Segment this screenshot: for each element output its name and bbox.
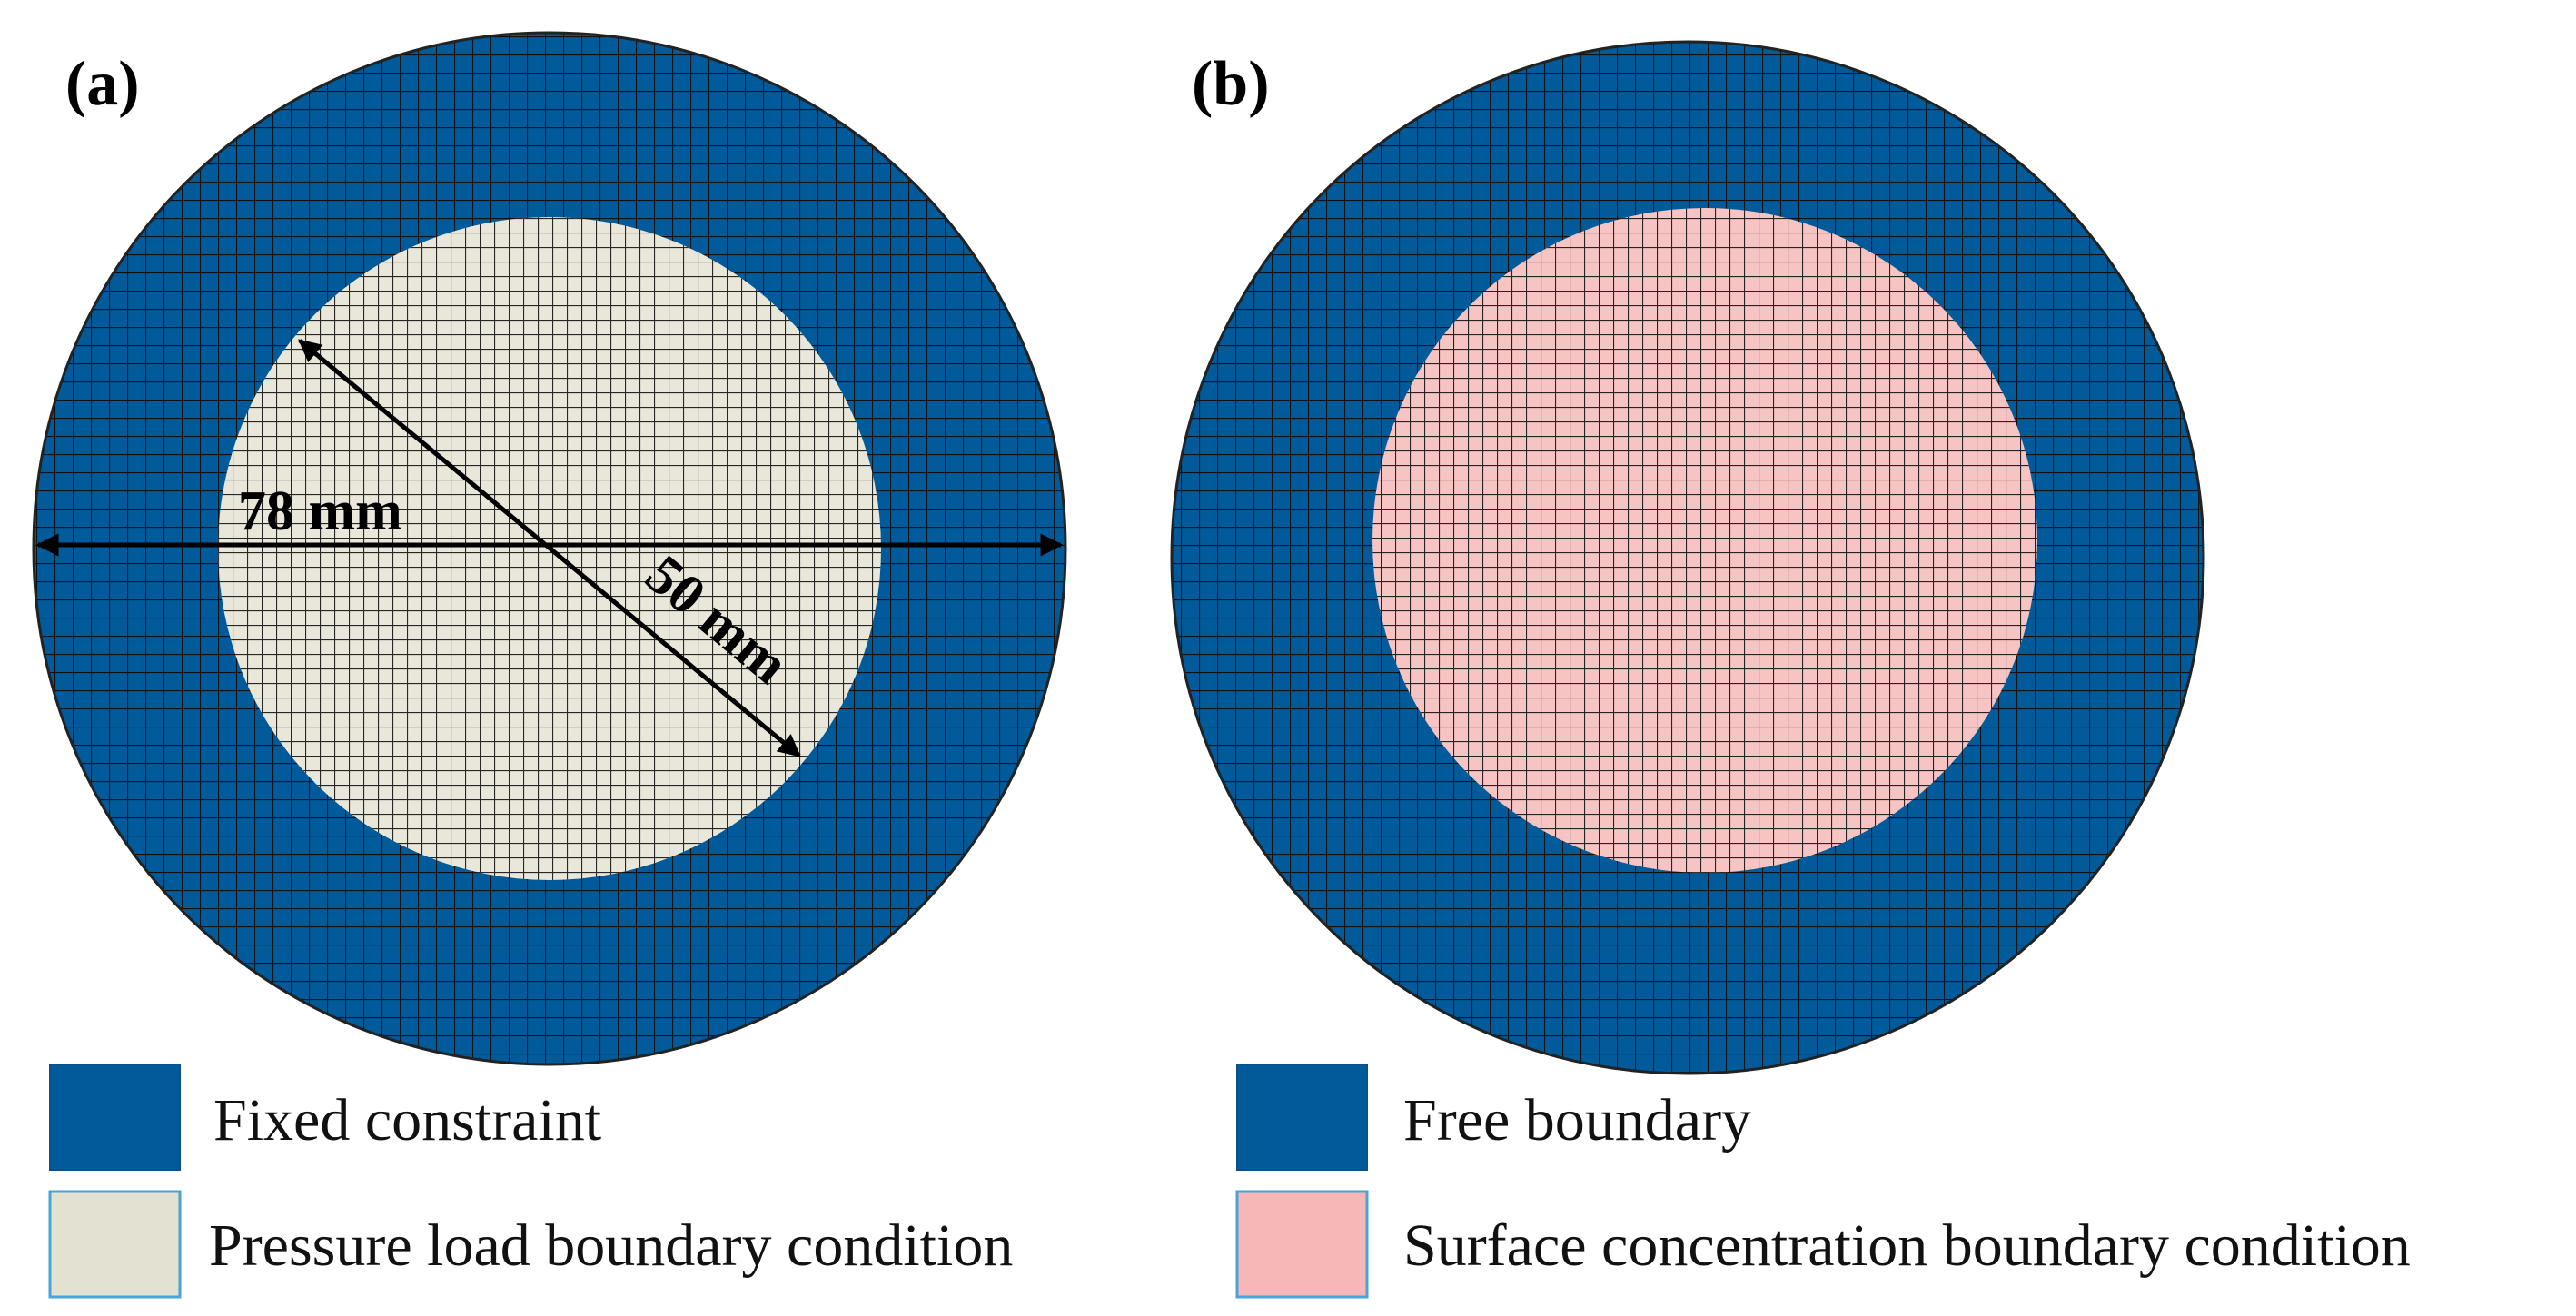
legend-swatch-pressure-load <box>48 1190 182 1299</box>
legend-b: Free boundary Surface concentration boun… <box>1235 1064 2411 1299</box>
panel-a-label: (a) <box>65 49 140 119</box>
inner-diameter-arrow <box>298 339 801 757</box>
legend-swatch-surface-concentration <box>1235 1190 1369 1299</box>
panel-a: (a) 78 mm 50 mm <box>32 31 1067 1066</box>
legend-label-free-boundary: Free boundary <box>1403 1087 1751 1153</box>
legend-a: Fixed constraint Pressure load boundary … <box>48 1064 1013 1299</box>
panel-b-inner-region-mesh <box>1372 208 2037 873</box>
legend-label-pressure-load: Pressure load boundary condition <box>209 1212 1013 1279</box>
legend-label-surface-concentration: Surface concentration boundary condition <box>1403 1212 2411 1279</box>
panel-b-label: (b) <box>1192 49 1270 119</box>
legend-label-fixed-constraint: Fixed constraint <box>213 1087 601 1153</box>
legend-swatch-fixed-constraint <box>49 1064 181 1171</box>
outer-diameter-label: 78 mm <box>238 480 402 542</box>
panel-b-mesh-disk <box>1170 40 2205 1075</box>
legend-swatch-free-boundary <box>1236 1064 1368 1171</box>
panel-b: (b) <box>1170 40 2205 1075</box>
